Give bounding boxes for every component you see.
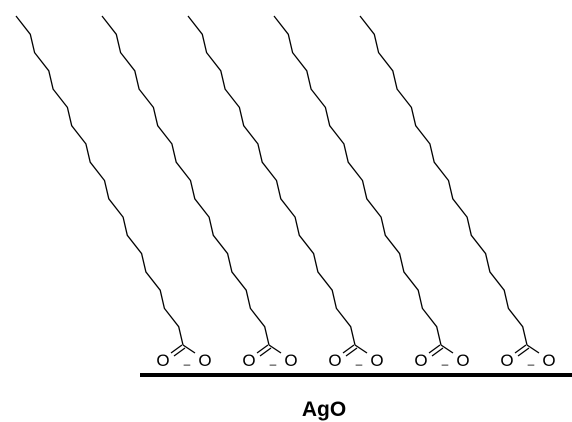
carboxylate-bond bbox=[354, 344, 368, 354]
oxygen-label: O bbox=[284, 351, 297, 370]
carbonyl-bond bbox=[256, 344, 269, 354]
carbonyl-bond bbox=[514, 344, 527, 354]
negative-charge: – bbox=[528, 357, 535, 371]
carbonyl-bond bbox=[342, 344, 355, 354]
surface-label: AgO bbox=[302, 398, 346, 421]
carboxylate-bond bbox=[182, 344, 196, 354]
carbonyl-bond-second bbox=[431, 347, 444, 357]
carboxylate-bond bbox=[268, 344, 282, 354]
carbonyl-bond-second bbox=[173, 347, 186, 357]
alkyl-chain bbox=[101, 15, 270, 346]
negative-charge: – bbox=[184, 357, 191, 371]
carbonyl-bond bbox=[428, 344, 441, 354]
oxygen-label: O bbox=[328, 351, 341, 370]
alkyl-chain bbox=[15, 15, 184, 346]
carbonyl-bond-second bbox=[517, 347, 530, 357]
fatty-acid-molecule: O O– bbox=[187, 15, 384, 371]
negative-charge: – bbox=[270, 357, 277, 371]
oxygen-label: O bbox=[198, 351, 211, 370]
alkyl-chain bbox=[359, 15, 528, 346]
negative-charge: – bbox=[356, 357, 363, 371]
oxygen-label: O bbox=[456, 351, 469, 370]
fatty-acid-molecule: O O– bbox=[273, 15, 470, 371]
oxygen-label: O bbox=[156, 351, 169, 370]
carboxylate-bond bbox=[526, 344, 540, 354]
carboxylate-bond bbox=[440, 344, 454, 354]
fatty-acid-molecule: O O– bbox=[359, 15, 556, 371]
fatty-acid-molecule: O O– bbox=[101, 15, 298, 371]
oxygen-label: O bbox=[500, 351, 513, 370]
carbonyl-bond-second bbox=[345, 347, 358, 357]
fatty-acid-molecule: O O– bbox=[15, 15, 212, 371]
alkyl-chain bbox=[273, 15, 442, 346]
oxygen-label: O bbox=[414, 351, 427, 370]
negative-charge: – bbox=[442, 357, 449, 371]
carbonyl-bond bbox=[170, 344, 183, 354]
carbonyl-bond-second bbox=[259, 347, 272, 357]
alkyl-chain bbox=[187, 15, 356, 346]
oxygen-label: O bbox=[242, 351, 255, 370]
oxygen-label: O bbox=[542, 351, 555, 370]
carboxylate-molecules: O O– O O– O O– O O– O O– bbox=[15, 15, 556, 371]
oxygen-label: O bbox=[370, 351, 383, 370]
